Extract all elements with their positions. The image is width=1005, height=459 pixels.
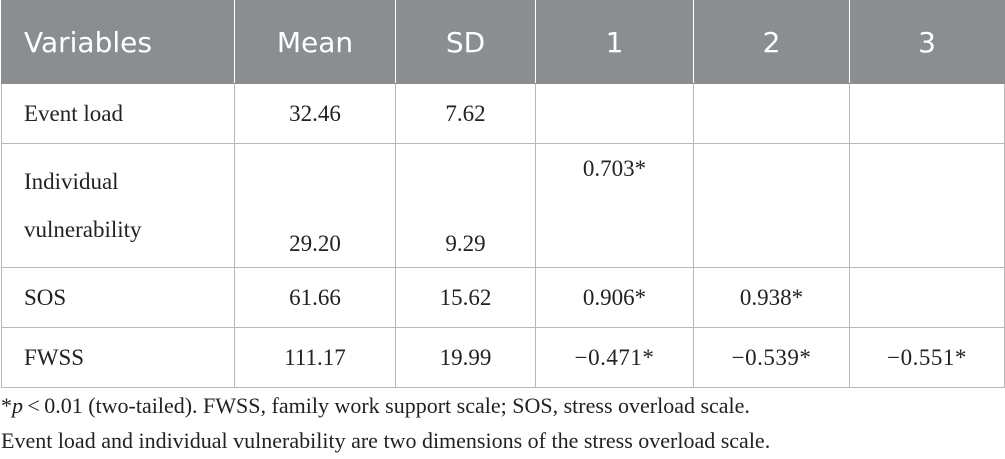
header-col-1: 1 <box>535 0 694 84</box>
header-sd: SD <box>395 0 536 84</box>
row-corr-3 <box>849 83 1005 144</box>
header-col-3: 3 <box>849 0 1005 84</box>
table-row: Event load 32.46 7.62 <box>1 83 1005 144</box>
correlation-table: Variables Mean SD 1 2 3 Event load 32.46… <box>1 0 1005 388</box>
footnote-line-1: *p < 0.01 (two-tailed). FWSS, family wor… <box>1 388 1001 423</box>
footnote-line-1-text: < 0.01 (two-tailed). FWSS, family work s… <box>23 393 750 418</box>
table-row: FWSS 111.17 19.99 −0.471* −0.539* −0.551… <box>1 327 1005 388</box>
row-sd: 7.62 <box>395 83 536 144</box>
row-corr-1: −0.471* <box>535 327 694 388</box>
row-sd: 15.62 <box>395 267 536 328</box>
row-corr-2 <box>693 143 850 268</box>
row-corr-1 <box>535 83 694 144</box>
row-sd: 9.29 <box>395 143 536 268</box>
table-row: Individual vulnerability 29.20 9.29 0.70… <box>1 143 1005 268</box>
footnote-star: * <box>1 393 12 418</box>
row-corr-1: 0.703* <box>535 143 694 268</box>
row-sd: 19.99 <box>395 327 536 388</box>
header-mean: Mean <box>234 0 396 84</box>
row-variable: Event load <box>1 83 235 144</box>
header-variables: Variables <box>1 0 235 84</box>
row-corr-2 <box>693 83 850 144</box>
row-mean: 32.46 <box>234 83 396 144</box>
row-corr-3 <box>849 143 1005 268</box>
row-corr-2: −0.539* <box>693 327 850 388</box>
row-variable: FWSS <box>1 327 235 388</box>
header-col-2: 2 <box>693 0 850 84</box>
row-corr-3: −0.551* <box>849 327 1005 388</box>
table-row: SOS 61.66 15.62 0.906* 0.938* <box>1 267 1005 328</box>
row-mean: 29.20 <box>234 143 396 268</box>
table-footnote: *p < 0.01 (two-tailed). FWSS, family wor… <box>1 388 1001 458</box>
footnote-p-symbol: p <box>12 393 23 418</box>
row-mean: 61.66 <box>234 267 396 328</box>
row-corr-1: 0.906* <box>535 267 694 328</box>
footnote-line-2: Event load and individual vulnerability … <box>1 428 771 453</box>
row-variable: Individual vulnerability <box>1 143 235 268</box>
row-mean: 111.17 <box>234 327 396 388</box>
header-row: Variables Mean SD 1 2 3 <box>1 0 1005 84</box>
row-variable: SOS <box>1 267 235 328</box>
row-corr-3 <box>849 267 1005 328</box>
correlation-table-container: Variables Mean SD 1 2 3 Event load 32.46… <box>1 0 1005 388</box>
row-corr-2: 0.938* <box>693 267 850 328</box>
